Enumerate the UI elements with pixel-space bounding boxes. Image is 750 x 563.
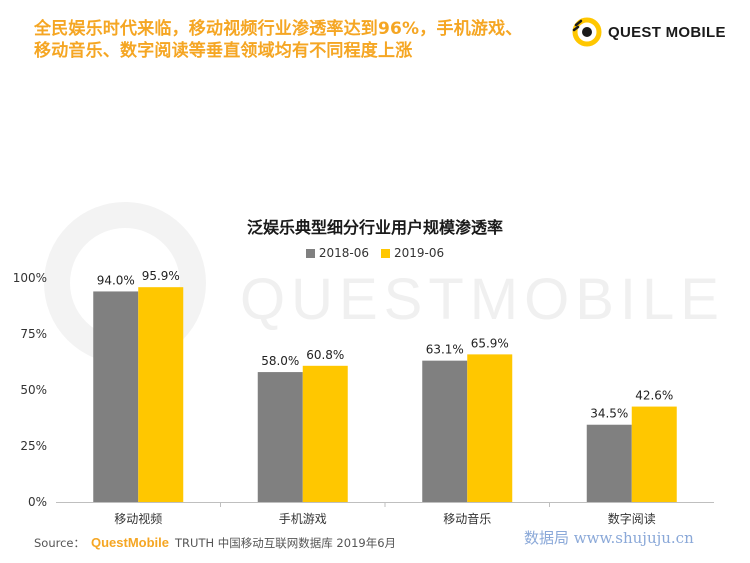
y-tick-label: 75% — [20, 327, 47, 341]
x-tick-label: 手机游戏 — [279, 512, 327, 526]
data-label: 42.6% — [635, 389, 673, 403]
y-tick-label: 100% — [13, 271, 47, 285]
headline-line-2: 移动音乐、数字阅读等垂直领域均有不同程度上涨 — [34, 41, 413, 61]
brand-name: QUEST MOBILE — [608, 23, 726, 41]
data-label: 63.1% — [426, 343, 464, 357]
data-label: 94.0% — [97, 273, 135, 287]
data-label: 58.0% — [261, 354, 299, 368]
chart-title: 泛娱乐典型细分行业用户规模渗透率 — [246, 218, 503, 237]
bar-2018-06-0 — [93, 291, 139, 502]
headline-line-1: 全民娱乐时代来临，移动视频行业渗透率达到96%，手机游戏、 — [34, 19, 523, 39]
legend-item-2019: 2019-06 — [381, 246, 444, 260]
bar-2019-06-0 — [138, 287, 184, 502]
watermark-text: QUESTMOBILE — [240, 267, 725, 332]
bar-2018-06-2 — [422, 360, 468, 502]
data-label: 65.9% — [471, 336, 509, 350]
legend-label-2018: 2018-06 — [318, 246, 369, 260]
x-tick-label: 数字阅读 — [608, 511, 656, 526]
source-text: TRUTH 中国移动互联网数据库 2019年6月 — [175, 536, 397, 550]
legend-label-2019: 2019-06 — [394, 246, 445, 260]
source-brand: QuestMobile — [91, 535, 170, 550]
data-label: 34.5% — [590, 407, 628, 421]
questmobile-logo-icon — [572, 17, 602, 47]
legend-item-2018: 2018-06 — [305, 246, 369, 260]
bar-2019-06-2 — [467, 354, 513, 502]
bar-2019-06-1 — [302, 365, 348, 502]
chart-legend: 2018-06 2019-06 — [0, 246, 750, 260]
source-note: Source： QuestMobile TRUTH 中国移动互联网数据库 201… — [34, 535, 396, 551]
headline: 全民娱乐时代来临，移动视频行业渗透率达到96%，手机游戏、 移动音乐、数字阅读等… — [34, 18, 554, 62]
legend-swatch-2019 — [381, 248, 390, 258]
x-tick-label: 移动视频 — [114, 511, 162, 526]
brand-logo: QUEST MOBILE — [572, 14, 732, 50]
legend-swatch-2018 — [305, 248, 315, 258]
site-watermark: 数据局 www.shujuju.cn — [524, 529, 694, 547]
y-tick-label: 0% — [28, 495, 47, 509]
y-tick-label: 25% — [20, 439, 47, 453]
x-tick-label: 移动音乐 — [443, 511, 491, 526]
y-tick-label: 50% — [20, 383, 47, 397]
bar-2019-06-3 — [631, 406, 677, 502]
data-label: 95.9% — [142, 269, 180, 283]
bar-2018-06-1 — [257, 372, 303, 502]
source-label: Source： — [34, 536, 85, 550]
bar-2018-06-3 — [586, 424, 632, 502]
data-label: 60.8% — [306, 348, 344, 362]
